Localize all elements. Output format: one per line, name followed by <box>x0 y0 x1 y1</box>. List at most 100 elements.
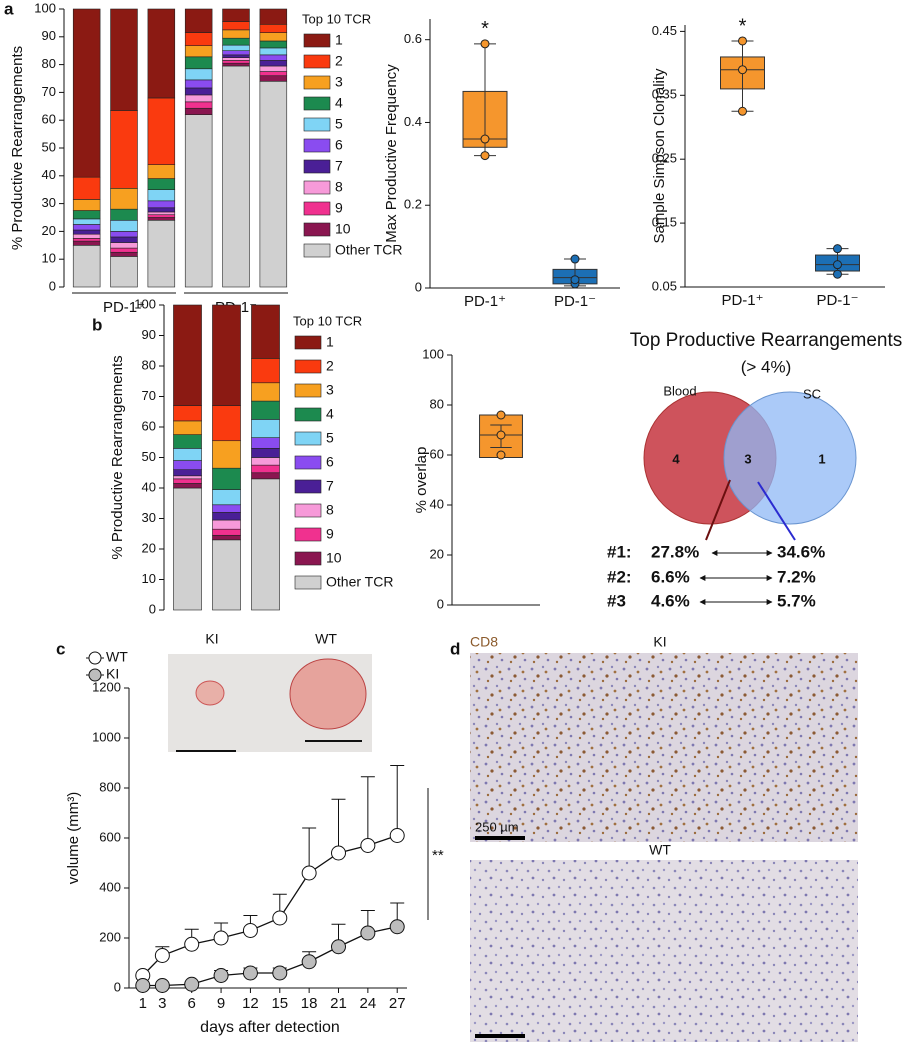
y-axis-label: Max Productive Frequency <box>383 64 400 243</box>
bar-segment <box>259 60 288 67</box>
legend-swatch <box>303 243 331 258</box>
bar-segment <box>184 107 213 115</box>
y-tick-label: 0.6 <box>404 31 422 46</box>
blood-value: 27.8% <box>651 542 699 561</box>
legend-swatch <box>303 33 331 48</box>
bar-segment <box>212 534 241 541</box>
point <box>480 151 490 161</box>
legend-swatch <box>294 431 322 446</box>
point <box>833 269 842 279</box>
bar-segment <box>72 8 101 178</box>
x-tick-label: 3 <box>158 995 166 1012</box>
point <box>496 450 506 460</box>
bar-segment <box>184 8 213 33</box>
bar-segment <box>147 217 176 221</box>
bar-segment <box>222 65 250 288</box>
bar-segment <box>251 304 280 359</box>
legend-label: Other TCR <box>326 574 393 590</box>
bar-segment <box>110 242 138 249</box>
bar-segment <box>147 189 176 202</box>
bar-segment <box>110 188 138 210</box>
point <box>738 106 747 116</box>
legend-marker <box>88 651 102 665</box>
point <box>738 36 747 46</box>
bar-segment <box>147 214 176 218</box>
y-axis-label: volume (mm³) <box>65 792 82 885</box>
venn-count: 4 <box>672 451 680 466</box>
x-tick-label: 27 <box>389 995 406 1012</box>
bar-segment <box>212 489 241 506</box>
bar-segment <box>259 8 288 25</box>
x-tick-label: 15 <box>271 995 288 1012</box>
bar-segment <box>222 44 250 51</box>
y-tick-label: 0 <box>49 278 56 293</box>
bar-segment <box>212 528 241 536</box>
bar-segment <box>184 87 213 96</box>
bar-segment <box>110 236 138 243</box>
bar-segment <box>184 56 213 70</box>
micrograph-label: KI <box>653 634 666 650</box>
y-tick-label: 60 <box>42 112 56 127</box>
bar-segment <box>173 483 202 489</box>
bar-segment <box>184 32 213 46</box>
bar-segment <box>259 80 288 288</box>
bar-segment <box>72 218 101 225</box>
bar-segment <box>184 101 213 109</box>
point <box>833 260 842 270</box>
y-axis-label: % Productive Rearrangements <box>9 46 26 250</box>
bar-segment <box>212 467 241 490</box>
legend-swatch <box>294 383 322 398</box>
bar-segment <box>259 47 288 56</box>
marker <box>154 978 170 993</box>
bar-segment <box>222 50 250 56</box>
legend-label: 10 <box>335 221 351 237</box>
annotation: * <box>481 18 489 40</box>
scale-bar <box>475 836 525 840</box>
bar-segment <box>251 437 280 449</box>
legend-swatch <box>294 479 322 494</box>
bar-segment <box>212 405 241 442</box>
legend-label: 2 <box>326 358 334 374</box>
legend-label: 4 <box>326 406 334 422</box>
bar-segment <box>147 207 176 213</box>
y-tick-label: 50 <box>142 449 156 464</box>
y-tick-label: 200 <box>99 929 121 944</box>
y-tick-label: 90 <box>42 28 56 43</box>
y-tick-label: 100 <box>34 0 56 15</box>
y-tick-label: 0.25 <box>652 151 677 166</box>
venn-title: Top Productive Rearrangements <box>630 330 902 351</box>
blood-value: 4.6% <box>651 591 690 610</box>
group-label: PD-1⁺ <box>103 299 145 316</box>
point <box>480 39 490 49</box>
bar-segment <box>184 79 213 89</box>
bar-segment <box>110 231 138 238</box>
y-tick-label: 50 <box>42 139 56 154</box>
x-tick-label: 1 <box>139 995 147 1012</box>
point <box>480 134 490 144</box>
legend-swatch <box>303 96 331 111</box>
legend-label: KI <box>106 666 119 682</box>
bar-segment <box>173 469 202 477</box>
bar-segment <box>184 94 213 103</box>
bar-segment <box>72 238 101 242</box>
y-tick-label: 0 <box>437 596 444 611</box>
x-tick-label: PD-1⁻ <box>554 293 596 310</box>
bar-segment <box>173 434 202 449</box>
y-tick-label: 0.15 <box>652 215 677 230</box>
bar-segment <box>72 199 101 211</box>
tumor-wt <box>289 658 367 730</box>
micrograph-label: WT <box>649 842 671 858</box>
point <box>738 65 747 75</box>
y-tick-label: 20 <box>42 223 56 238</box>
bar-segment <box>222 62 250 67</box>
bar-segment <box>251 448 280 458</box>
bar-segment <box>222 37 250 46</box>
y-axis-label: % overlap <box>413 447 430 514</box>
y-tick-label: 0 <box>415 279 422 294</box>
scale-bar <box>475 1034 525 1038</box>
x-tick-label: PD-1⁺ <box>721 292 763 309</box>
panel-label: c <box>56 639 65 658</box>
bar-segment <box>72 229 101 235</box>
bar-segment <box>147 211 176 216</box>
marker <box>272 910 288 926</box>
